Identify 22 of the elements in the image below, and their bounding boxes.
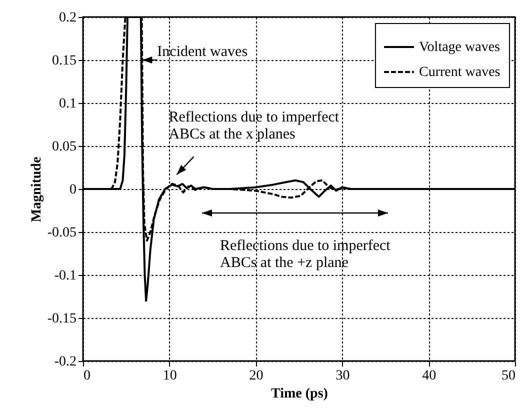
x-axis-title: Time (ps) [271,386,328,402]
annotation: Incident waves [157,44,248,60]
x-tick-label: 20 [249,368,264,384]
y-tick-label: -0.2 [54,354,76,370]
y-tick-label: -0.15 [47,312,76,326]
annotation: Reflections due to imperfect ABCs at the +z plane [220,238,392,271]
y-tick-label: 0 [70,182,76,198]
x-tick-label: 30 [336,368,350,384]
y-tick-label: -0.1 [54,268,76,284]
y-axis-title: Magnitude [29,156,44,222]
y-tick-label: 0.05 [52,140,76,154]
x-tick-label: 0 [84,368,90,384]
y-tick-label: -0.05 [47,226,76,240]
x-tick-label: 10 [162,368,177,384]
legend-label: Current waves [419,65,500,80]
y-tick-label: 0.1 [59,96,76,112]
y-tick-label: 0.15 [52,54,76,68]
annotation: Reflections due to imperfect ABCs at the x planes [168,110,340,143]
x-tick-label: 40 [422,368,436,384]
x-tick-label: 50 [502,368,516,384]
y-tick-label: 0.2 [59,10,76,26]
legend-label: Voltage waves [419,40,500,55]
